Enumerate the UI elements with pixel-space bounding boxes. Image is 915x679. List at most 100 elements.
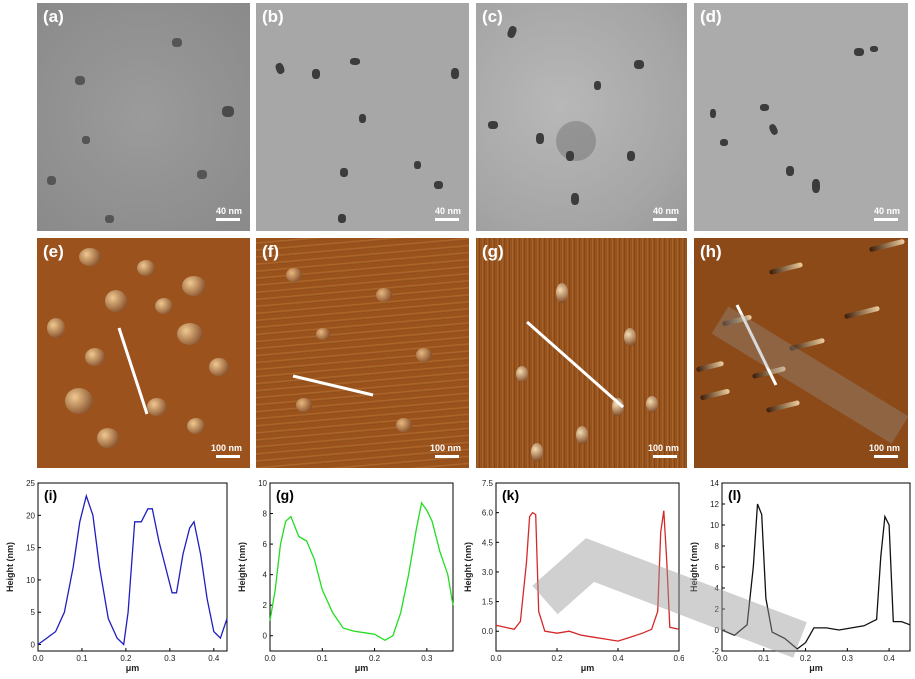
plot-frame	[37, 482, 228, 652]
particle	[75, 76, 85, 85]
x-tick-label: 0.1	[758, 654, 770, 663]
x-tick-label: 0.2	[551, 654, 563, 663]
afm-feature	[376, 288, 392, 302]
afm-feature	[556, 283, 568, 303]
panel-label: (e)	[43, 242, 64, 261]
afm-feature	[516, 366, 528, 382]
x-tick-label: 0.0	[490, 654, 502, 663]
height-profile-chart-k: 0.0 0.2 0.4 0.6 0.0 1.5 3.0 4.5 6.0 7.5 μm Height (…	[463, 479, 684, 673]
x-axis-label: μm	[126, 663, 140, 673]
y-tick-label: 15	[26, 544, 35, 553]
plot-frame	[721, 482, 911, 652]
x-tick-label: 0.1	[317, 654, 329, 663]
x-tick-label: 0.1	[76, 654, 88, 663]
scale-bar	[435, 455, 459, 458]
scale-bar	[216, 455, 240, 458]
afm-feature	[105, 290, 127, 312]
afm-feature	[65, 388, 93, 414]
x-tick-label: 0.3	[164, 654, 176, 663]
y-tick-label: 14	[710, 479, 719, 488]
y-tick-label: 10	[258, 479, 267, 488]
x-tick-label: 0.0	[716, 654, 728, 663]
panel-label: (d)	[700, 7, 722, 26]
plot-frame	[269, 482, 454, 652]
scale-bar	[435, 218, 459, 221]
y-tick-label: 2	[263, 601, 268, 610]
series-line	[269, 501, 454, 642]
afm-panel-f: (f) 100 nm	[256, 238, 469, 468]
scale-bar	[653, 455, 677, 458]
y-tick-label: 6.0	[482, 509, 494, 518]
y-tick-label: 0.0	[482, 627, 494, 636]
particle	[451, 68, 459, 79]
y-tick-label: 10	[710, 521, 719, 530]
particle	[47, 176, 56, 185]
particle	[359, 114, 366, 123]
chart-panel-label: (g)	[276, 487, 294, 503]
y-tick-label: 6	[715, 563, 720, 572]
chart-panel-label: (k)	[502, 487, 519, 503]
afm-feature	[79, 248, 101, 266]
y-tick-label: 3.0	[482, 568, 494, 577]
x-tick-label: 0.4	[884, 654, 896, 663]
particle	[197, 170, 207, 179]
y-tick-label: 4.5	[482, 538, 494, 547]
particle	[566, 151, 574, 161]
panel-label: (g)	[482, 242, 504, 261]
afm-feature	[316, 328, 330, 340]
scale-bar-label: 40 nm	[652, 206, 679, 216]
afm-feature	[137, 260, 155, 276]
x-axis-label: μm	[355, 663, 369, 673]
afm-feature	[155, 298, 173, 314]
y-axis-label: Height (nm)	[689, 542, 699, 592]
particle	[571, 193, 579, 205]
y-tick-label: 4	[715, 584, 720, 593]
afm-feature	[177, 323, 203, 345]
height-profile-chart-i: 0.0 0.1 0.2 0.3 0.4 0 5 10 15 20 25 μm Height (nm) (i…	[5, 479, 228, 673]
scale-bar	[874, 218, 898, 221]
particle	[768, 123, 779, 136]
tem-panel-a: (a) 40 nm	[37, 3, 250, 231]
afm-panel-e: (e) 100 nm	[37, 238, 250, 468]
x-tick-label: 0.6	[673, 654, 684, 663]
scale-bar-label: 40 nm	[215, 206, 242, 216]
y-axis-label: Height (nm)	[463, 542, 473, 592]
particle	[506, 24, 518, 40]
x-tick-label: 0.2	[369, 654, 381, 663]
particle	[760, 104, 769, 111]
y-tick-label: 10	[26, 576, 35, 585]
y-tick-label: 8	[263, 510, 268, 519]
afm-feature	[396, 418, 412, 432]
particle	[274, 61, 286, 76]
x-tick-label: 0.4	[612, 654, 624, 663]
panel-label: (b)	[262, 7, 284, 26]
particle	[434, 181, 443, 189]
x-tick-label: 0.3	[842, 654, 854, 663]
tem-panel-b: (b) 40 nm	[256, 3, 469, 231]
particle	[634, 60, 644, 69]
y-tick-label: 0	[715, 626, 720, 635]
y-tick-label: -2	[712, 647, 720, 656]
tem-panel-c: (c) 40 nm	[476, 3, 687, 231]
plot-frame	[495, 482, 680, 652]
afm-feature	[624, 328, 636, 346]
scale-bar	[216, 218, 240, 221]
particle	[350, 58, 360, 65]
afm-feature	[576, 426, 588, 444]
x-axis-label: μm	[809, 663, 823, 673]
particle	[172, 38, 182, 47]
afm-feature	[416, 348, 432, 362]
afm-feature	[47, 318, 65, 338]
x-tick-label: 0.0	[264, 654, 276, 663]
afm-feature	[182, 276, 206, 296]
afm-feature	[646, 396, 658, 412]
profile-line	[117, 327, 149, 415]
panel-label: (c)	[482, 7, 503, 26]
y-tick-label: 12	[710, 500, 719, 509]
tem-panel-d: (d) 40 nm	[694, 3, 908, 231]
y-tick-label: 1.5	[482, 598, 494, 607]
panel-label: (f)	[262, 242, 279, 261]
particle	[854, 48, 864, 56]
x-tick-label: 0.3	[421, 654, 433, 663]
afm-feature	[97, 428, 119, 448]
